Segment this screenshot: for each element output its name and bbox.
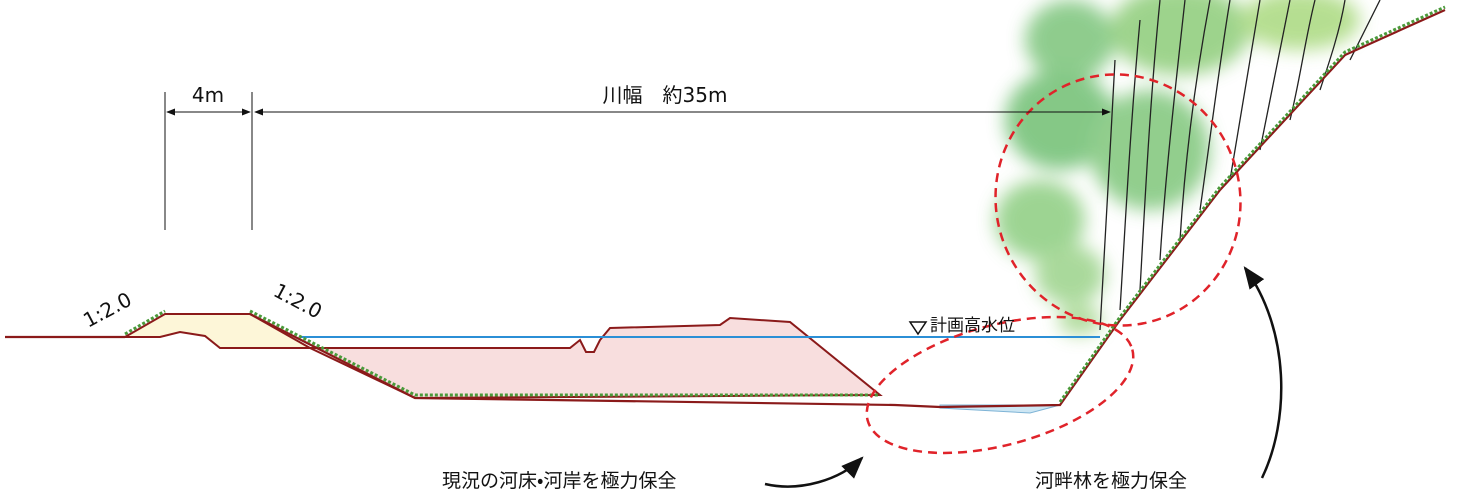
arrow <box>1243 266 1283 479</box>
water-level-label: 計画高水位 <box>930 316 1015 336</box>
arrow <box>764 456 864 488</box>
water-level-symbol <box>908 321 928 336</box>
river-width: 川幅 約35m <box>603 83 728 107</box>
annotation: 現況の河床・河岸を極力保全 <box>442 470 676 492</box>
ground-line <box>5 8 1446 409</box>
left-bank-fill <box>121 313 314 349</box>
annotation: 河畔林を極力保全 <box>1035 470 1187 492</box>
bank-width: 4m <box>192 83 224 107</box>
slope-label: 1:2.0 <box>270 278 327 323</box>
slope-label: 1:2.0 <box>79 287 136 332</box>
sediment-fill <box>309 316 883 400</box>
grass <box>124 5 1446 403</box>
trees <box>995 0 1360 335</box>
